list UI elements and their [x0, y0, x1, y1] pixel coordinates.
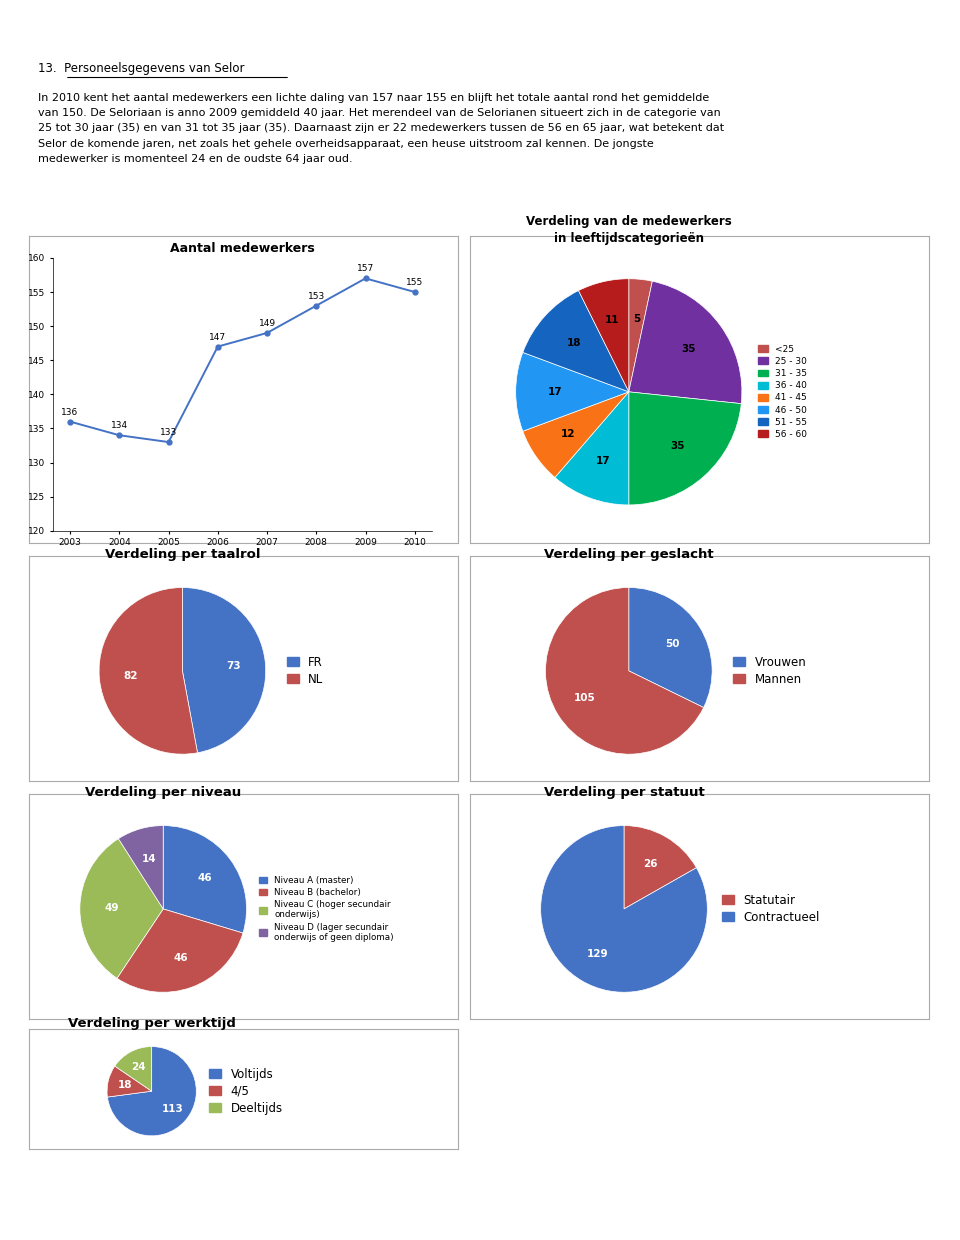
Text: 73: 73	[227, 661, 241, 671]
Wedge shape	[516, 352, 629, 432]
Legend: Vrouwen, Mannen: Vrouwen, Mannen	[729, 651, 811, 691]
Wedge shape	[629, 281, 742, 404]
Wedge shape	[579, 279, 629, 392]
Text: 134: 134	[110, 422, 128, 430]
Text: 149: 149	[258, 319, 276, 329]
Text: 49: 49	[105, 904, 119, 914]
Legend: Voltijds, 4/5, Deeltijds: Voltijds, 4/5, Deeltijds	[204, 1063, 287, 1120]
Text: 155: 155	[406, 278, 423, 288]
Text: 105: 105	[574, 693, 596, 703]
Title: Verdeling per taalrol: Verdeling per taalrol	[105, 548, 260, 562]
Title: Verdeling per statuut: Verdeling per statuut	[543, 786, 705, 800]
Text: 17: 17	[596, 456, 611, 466]
Legend: Statutair, Contractueel: Statutair, Contractueel	[717, 889, 825, 929]
Wedge shape	[163, 826, 247, 932]
Text: 50: 50	[665, 639, 680, 649]
Legend: Niveau A (master), Niveau B (bachelor), Niveau C (hoger secundair
onderwijs), Ni: Niveau A (master), Niveau B (bachelor), …	[255, 873, 397, 945]
Text: 113: 113	[161, 1105, 183, 1115]
Wedge shape	[115, 1047, 152, 1091]
Text: 5: 5	[633, 314, 640, 324]
Title: Verdeling per geslacht: Verdeling per geslacht	[544, 548, 713, 562]
Text: 46: 46	[174, 952, 188, 962]
Title: Verdeling van de medewerkers
in leeftijdscategorieën: Verdeling van de medewerkers in leeftijd…	[526, 216, 732, 246]
Text: 133: 133	[160, 428, 178, 438]
Wedge shape	[182, 588, 266, 753]
Text: 13.  Personeelsgegevens van Selor: 13. Personeelsgegevens van Selor	[38, 62, 245, 74]
Wedge shape	[523, 392, 629, 477]
Text: s e l o r: s e l o r	[53, 1183, 122, 1202]
Text: 46: 46	[198, 873, 212, 883]
Text: 12: 12	[562, 429, 576, 439]
Text: 26: 26	[643, 859, 658, 869]
Text: 35: 35	[681, 343, 695, 353]
Text: 153: 153	[307, 291, 324, 301]
Text: 17: 17	[548, 387, 563, 397]
Wedge shape	[117, 909, 243, 992]
Wedge shape	[624, 826, 696, 909]
Wedge shape	[118, 826, 163, 909]
Text: 136: 136	[61, 408, 79, 417]
Wedge shape	[629, 392, 741, 505]
Text: 147: 147	[209, 332, 227, 342]
Wedge shape	[523, 290, 629, 392]
Text: 18: 18	[117, 1080, 132, 1090]
Wedge shape	[555, 392, 629, 505]
Title: Verdeling per werktijd: Verdeling per werktijd	[68, 1017, 235, 1030]
Text: DE REFLEX • LE REFLEXE: DE REFLEX • LE REFLEXE	[681, 1194, 894, 1209]
Text: 18: 18	[567, 337, 582, 347]
Text: 14: 14	[141, 854, 156, 864]
Wedge shape	[540, 826, 708, 992]
Wedge shape	[545, 588, 704, 754]
Text: 24: 24	[132, 1061, 146, 1071]
Text: 82: 82	[124, 671, 138, 681]
Wedge shape	[108, 1066, 152, 1097]
Text: 11: 11	[605, 315, 619, 325]
Text: SELOR • CIJFERS VOOR 2010: SELOR • CIJFERS VOOR 2010	[330, 17, 630, 37]
Wedge shape	[108, 1047, 196, 1136]
Text: 129: 129	[588, 949, 609, 959]
Wedge shape	[629, 588, 712, 708]
Wedge shape	[629, 279, 652, 392]
Text: 157: 157	[357, 264, 374, 274]
Text: 35: 35	[671, 441, 685, 451]
Title: Aantal medewerkers: Aantal medewerkers	[170, 242, 315, 255]
Legend: <25, 25 - 30, 31 - 35, 36 - 40, 41 - 45, 46 - 50, 51 - 55, 56 - 60: <25, 25 - 30, 31 - 35, 36 - 40, 41 - 45,…	[755, 341, 810, 443]
Title: Verdeling per niveau: Verdeling per niveau	[85, 786, 241, 800]
Legend: FR, NL: FR, NL	[282, 651, 328, 691]
Text: In 2010 kent het aantal medewerkers een lichte daling van 157 naar 155 en blijft: In 2010 kent het aantal medewerkers een …	[38, 93, 725, 164]
Wedge shape	[80, 838, 163, 978]
Wedge shape	[99, 588, 198, 754]
